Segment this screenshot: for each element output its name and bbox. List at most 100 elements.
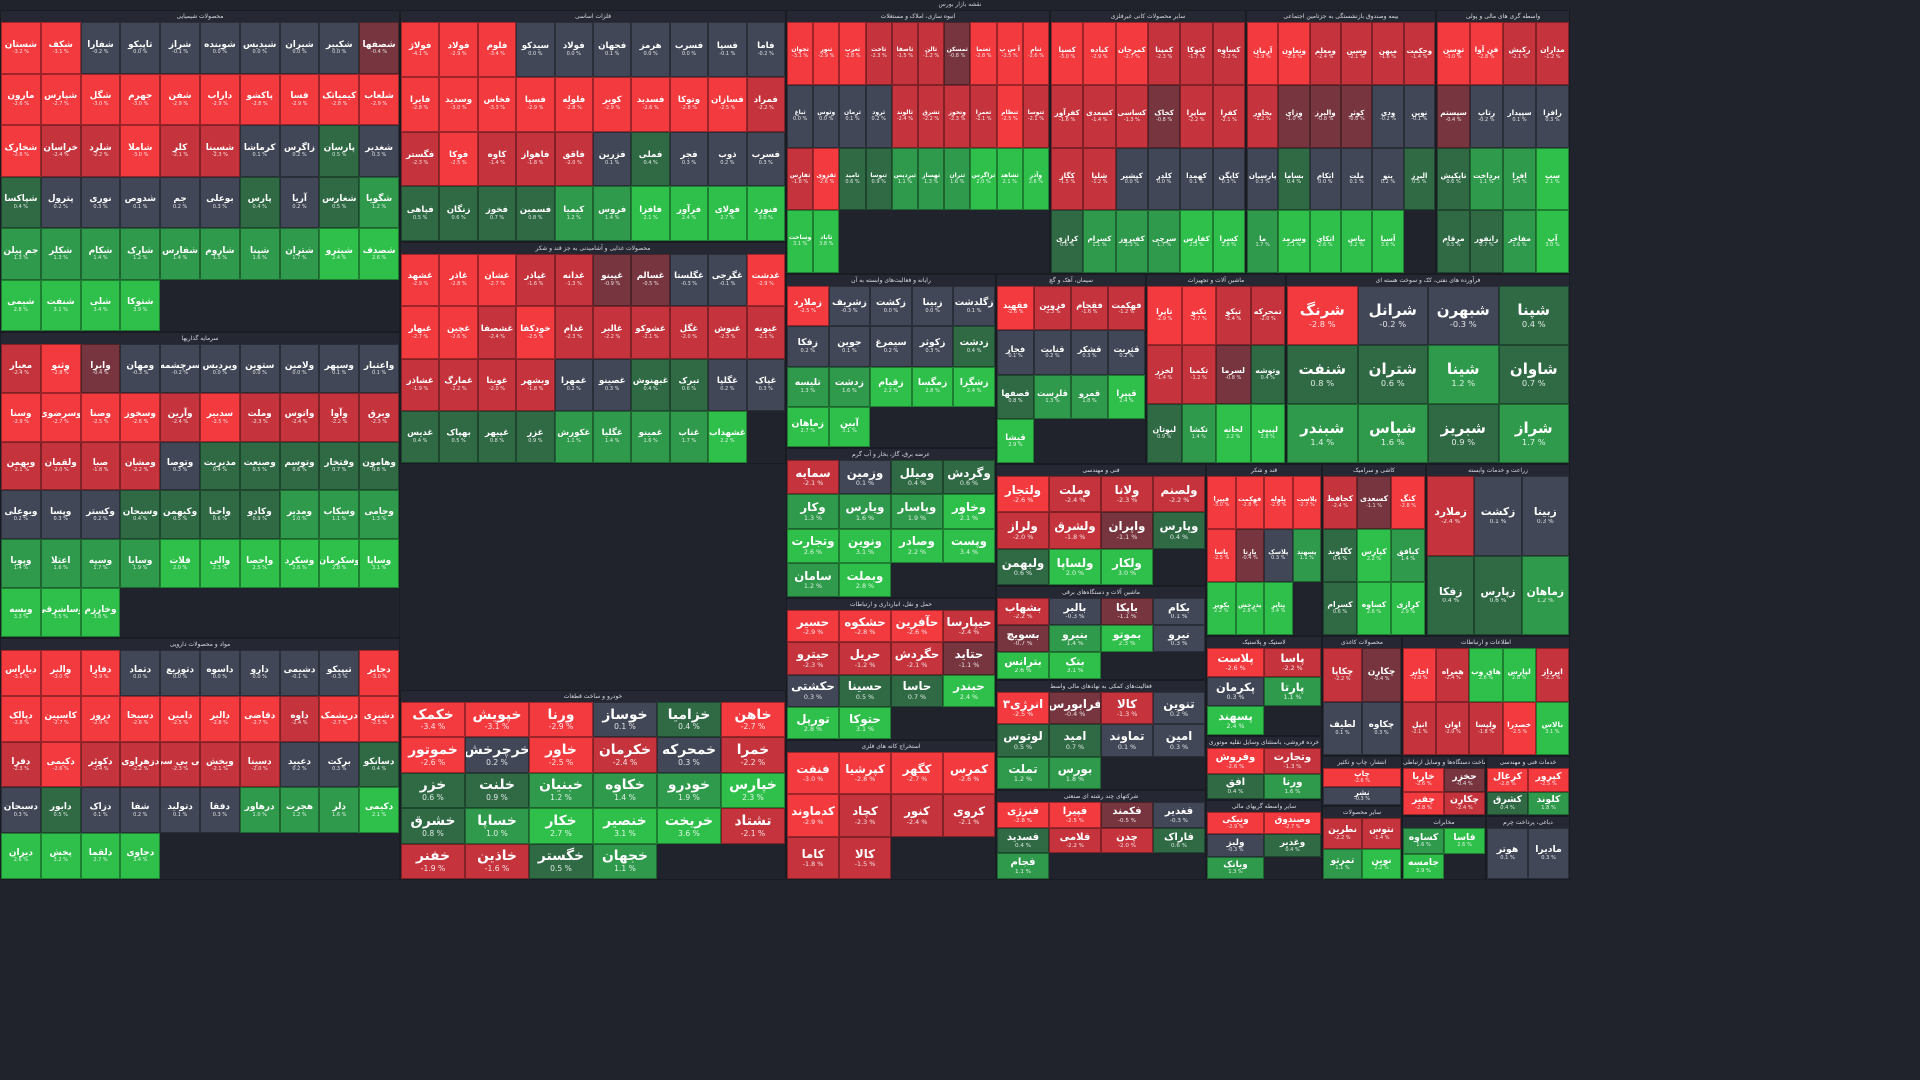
stock-tile[interactable]: وگردش 0.6 %	[943, 460, 995, 495]
stock-tile[interactable]: فایرا -2.8 %	[401, 76, 440, 132]
stock-tile[interactable]: ثنور -2.9 %	[813, 22, 840, 85]
stock-tile[interactable]: وسخوز -2.6 %	[120, 392, 161, 442]
stock-tile[interactable]: فلامی -2.2 %	[1049, 827, 1101, 854]
stock-tile[interactable]: وتوکا -2.8 %	[669, 76, 709, 132]
stock-tile[interactable]: کفرآور -1.6 %	[1051, 84, 1084, 148]
stock-tile[interactable]: بالاس 3.1 %	[1535, 701, 1569, 755]
stock-tile[interactable]: واپران -1.1 %	[1101, 512, 1153, 549]
stock-tile[interactable]: کفیروز 1.3 %	[1115, 210, 1148, 273]
stock-tile[interactable]: بالبر -0.3 %	[1049, 598, 1101, 625]
stock-tile[interactable]: ومهان -0.3 %	[120, 344, 161, 393]
stock-tile[interactable]: وبوعلی 0.2 %	[1, 490, 41, 540]
stock-tile[interactable]: ثقزوی -2.6 %	[813, 147, 840, 211]
stock-tile[interactable]: خودرو 1.9 %	[657, 772, 721, 809]
stock-tile[interactable]: وبانک 1.3 %	[1207, 856, 1264, 879]
stock-tile[interactable]: وفتخار 0.7 %	[319, 441, 360, 491]
stock-tile[interactable]: غدیس 0.4 %	[401, 410, 440, 463]
stock-tile[interactable]: البرز 0.5 %	[1403, 147, 1435, 211]
stock-tile[interactable]: فلات 2.0 %	[160, 539, 200, 589]
stock-tile[interactable]: شدوص 0.1 %	[120, 176, 161, 228]
stock-tile[interactable]: ثرود 0.2 %	[865, 84, 892, 148]
stock-tile[interactable]: لبوتان 0.9 %	[1147, 404, 1182, 463]
stock-tile[interactable]: حتوکا 3.1 %	[839, 706, 891, 739]
stock-tile[interactable]: کپارس 2.2 %	[1357, 529, 1391, 582]
stock-tile[interactable]: غپینو -0.9 %	[593, 254, 632, 307]
stock-tile[interactable]: امید 0.7 %	[1049, 724, 1101, 757]
stock-tile[interactable]: بنیرو 1.4 %	[1049, 625, 1101, 652]
stock-tile[interactable]: پترول 0.2 %	[40, 176, 81, 228]
stock-tile[interactable]: ثتران 1.6 %	[944, 147, 971, 211]
stock-tile[interactable]: غپاک 0.3 %	[746, 358, 785, 411]
stock-tile[interactable]: واتوس -2.4 %	[279, 392, 320, 442]
stock-tile[interactable]: شپاس 1.6 %	[1357, 404, 1428, 463]
stock-tile[interactable]: وبشهر -1.8 %	[516, 358, 555, 411]
stock-tile[interactable]: فن آوا -2.8 %	[1470, 22, 1503, 85]
stock-tile[interactable]: حسینا 0.5 %	[839, 674, 891, 707]
stock-tile[interactable]: خکمک -3.4 %	[401, 702, 465, 738]
stock-tile[interactable]: ولانا -2.3 %	[1101, 476, 1153, 513]
stock-tile[interactable]: تاپیکو 0.0 %	[120, 22, 161, 74]
stock-tile[interactable]: وآوا -2.2 %	[319, 392, 360, 442]
stock-tile[interactable]: شصفها -0.4 %	[359, 22, 399, 74]
stock-tile[interactable]: وملت -2.4 %	[1049, 476, 1101, 513]
stock-tile[interactable]: پلاست -2.6 %	[1207, 648, 1264, 677]
stock-tile[interactable]: بکام 0.1 %	[1153, 598, 1205, 625]
stock-tile[interactable]: دشیری -2.5 %	[359, 695, 399, 742]
stock-tile[interactable]: وخاور 2.1 %	[943, 494, 995, 529]
stock-tile[interactable]: شفا 0.2 %	[120, 787, 161, 834]
stock-tile[interactable]: وخارزم 3.8 %	[80, 588, 121, 637]
stock-tile[interactable]: تکنو -2.7 %	[1181, 286, 1216, 345]
stock-tile[interactable]: شاملا -3.0 %	[120, 125, 161, 177]
stock-tile[interactable]: فوکا -2.5 %	[439, 131, 478, 187]
stock-tile[interactable]: غویتا -2.0 %	[477, 358, 517, 411]
stock-tile[interactable]: وپسا 0.3 %	[40, 490, 81, 540]
stock-tile[interactable]: واحصا 2.5 %	[239, 539, 280, 589]
stock-tile[interactable]: غبهنوش 0.4 %	[631, 358, 670, 411]
stock-tile[interactable]: خاذین -1.6 %	[465, 843, 529, 879]
stock-tile[interactable]: دفقا 0.3 %	[199, 787, 240, 834]
stock-tile[interactable]: ولکار 3.0 %	[1101, 548, 1153, 585]
stock-tile[interactable]: ثالن -1.2 %	[918, 22, 945, 85]
stock-tile[interactable]: دارو 0.0 %	[239, 650, 280, 696]
stock-tile[interactable]: وبرق -2.3 %	[359, 392, 399, 442]
stock-tile[interactable]: بسویچ -0.7 %	[997, 625, 1049, 652]
stock-tile[interactable]: تیکو -2.4 %	[1216, 286, 1251, 345]
stock-tile[interactable]: کبافق 1.4 %	[1391, 529, 1425, 582]
stock-tile[interactable]: فنورد 3.0 %	[746, 186, 785, 241]
stock-tile[interactable]: غشان -2.7 %	[477, 254, 517, 307]
stock-tile[interactable]: فسا -2.9 %	[279, 73, 320, 125]
stock-tile[interactable]: دابور 0.5 %	[40, 787, 81, 834]
stock-tile[interactable]: جم 0.2 %	[160, 176, 200, 228]
stock-tile[interactable]: وثوس 0.0 %	[813, 84, 840, 148]
stock-tile[interactable]: وحکمت -1.4 %	[1403, 22, 1435, 85]
stock-tile[interactable]: حبندر 2.4 %	[943, 674, 995, 707]
stock-tile[interactable]: کفارس 2.3 %	[1180, 210, 1213, 273]
stock-tile[interactable]: ما 1.7 %	[1247, 210, 1279, 273]
stock-tile[interactable]: زشریف -0.3 %	[828, 286, 871, 327]
stock-tile[interactable]: وصادر 2.2 %	[891, 528, 943, 563]
stock-tile[interactable]: تنوین 0.2 %	[1153, 692, 1205, 725]
stock-tile[interactable]: ثمسکن -0.8 %	[944, 22, 971, 85]
stock-tile[interactable]: ولقمان -2.0 %	[40, 441, 81, 491]
stock-tile[interactable]: رکیش -2.1 %	[1503, 22, 1536, 85]
stock-tile[interactable]: قنابت 0.2 %	[1034, 330, 1071, 375]
stock-tile[interactable]: کفرا -2.1 %	[1212, 84, 1245, 148]
stock-tile[interactable]: ثاصفا -1.5 %	[891, 22, 918, 85]
stock-tile[interactable]: ثباغ 0.0 %	[787, 84, 814, 148]
stock-tile[interactable]: کلوند 1.8 %	[1528, 791, 1569, 815]
stock-tile[interactable]: وسبحان 0.4 %	[120, 490, 161, 540]
stock-tile[interactable]: وتجارت -1.3 %	[1264, 748, 1321, 774]
stock-tile[interactable]: فقهید -2.6 %	[997, 286, 1034, 331]
stock-tile[interactable]: فاسا 2.6 %	[1444, 828, 1485, 854]
stock-tile[interactable]: بوعلی 0.3 %	[199, 176, 240, 228]
stock-tile[interactable]: شگویا 1.2 %	[359, 176, 399, 228]
stock-tile[interactable]: کیمیا 1.2 %	[554, 186, 593, 241]
stock-tile[interactable]: شلی 3.4 %	[80, 279, 121, 331]
stock-tile[interactable]: وغدیر 0.4 %	[1264, 834, 1321, 857]
stock-tile[interactable]: دروز -2.9 %	[80, 695, 121, 742]
stock-tile[interactable]: پارتا 1.1 %	[1264, 677, 1321, 706]
stock-tile[interactable]: غپیهر 0.8 %	[477, 410, 517, 463]
stock-tile[interactable]: ثرمان 0.1 %	[839, 84, 866, 148]
stock-tile[interactable]: صبا -1.8 %	[80, 441, 121, 491]
stock-tile[interactable]: دجابر -3.0 %	[359, 650, 399, 696]
